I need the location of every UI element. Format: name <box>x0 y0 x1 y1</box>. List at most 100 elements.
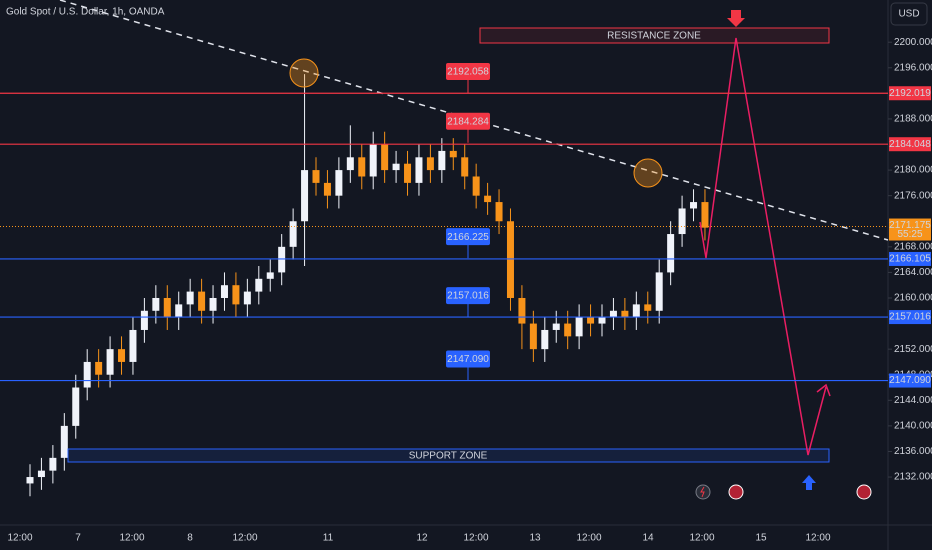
candle-body <box>289 221 297 247</box>
price-label: 2192.019 <box>889 88 931 99</box>
candle-body <box>301 170 309 222</box>
candle-body <box>49 457 57 471</box>
candle-body <box>243 291 251 305</box>
x-tick-label: 8 <box>187 533 193 544</box>
candle-body <box>381 144 389 171</box>
currency-button[interactable] <box>890 2 928 26</box>
candle-body <box>690 202 698 209</box>
price-label: 2184.048 <box>889 139 931 150</box>
candle-body <box>83 361 91 388</box>
candle-body <box>587 317 595 324</box>
support-zone <box>67 448 830 463</box>
marker-label: 2147.090 <box>447 354 489 365</box>
x-tick-label: 14 <box>642 533 654 544</box>
candle-body <box>60 425 68 458</box>
candle-body <box>564 323 572 337</box>
candle-body <box>701 202 709 228</box>
marker-label: 2184.284 <box>447 116 489 127</box>
candle-body <box>426 157 434 171</box>
y-tick-label: 2136.000 <box>894 446 932 457</box>
price-label-box <box>889 310 931 325</box>
candle-body <box>518 297 526 324</box>
candle-body <box>552 323 560 330</box>
x-tick-label: 13 <box>529 533 541 544</box>
x-tick-label: 12:00 <box>463 533 488 544</box>
candle-body <box>392 163 400 171</box>
candle-body <box>255 278 263 292</box>
candle-body <box>667 234 675 273</box>
y-tick-label: 2176.000 <box>894 190 932 201</box>
candle-body <box>472 176 480 196</box>
projection-path <box>699 37 827 456</box>
candle-body <box>575 317 583 337</box>
candle-body <box>312 170 320 183</box>
candle-body <box>129 329 137 362</box>
flag-icon[interactable] <box>856 484 872 500</box>
y-tick-label: 2160.000 <box>894 293 932 304</box>
y-tick-label: 2196.000 <box>894 62 932 73</box>
price-label-box <box>889 373 931 388</box>
candle-body <box>678 208 686 235</box>
x-tick-label: 12:00 <box>805 533 830 544</box>
y-tick-label: 2164.000 <box>894 267 932 278</box>
candle-body <box>541 329 549 350</box>
candle-body <box>369 144 377 177</box>
plot-area <box>26 74 709 497</box>
x-tick-label: 7 <box>75 533 81 544</box>
down-arrow-icon <box>727 10 745 27</box>
x-tick-label: 12:00 <box>576 533 601 544</box>
y-tick-label: 2132.000 <box>894 472 932 483</box>
candle-body <box>37 470 45 478</box>
marker-box <box>446 350 490 368</box>
y-tick-label: 2188.000 <box>894 114 932 125</box>
candle-body <box>449 150 457 158</box>
price-label-box <box>889 251 931 266</box>
price-label: 2157.016 <box>889 312 931 323</box>
marker-box <box>446 112 490 130</box>
marker-label: 2166.225 <box>447 232 489 243</box>
highlight-circle <box>289 58 319 88</box>
flag-icon[interactable] <box>728 484 744 500</box>
marker-box <box>446 62 490 80</box>
y-tick-label: 2144.000 <box>894 395 932 406</box>
candle-body <box>175 304 183 318</box>
price-label-box <box>889 86 931 101</box>
candle-body <box>186 291 194 305</box>
marker-label: 2157.016 <box>447 291 489 302</box>
highlight-circle <box>633 158 663 188</box>
x-tick-label: 12:00 <box>689 533 714 544</box>
y-tick-label: 2168.000 <box>894 241 932 252</box>
candle-body <box>644 304 652 311</box>
currency-label: USD <box>898 9 919 20</box>
x-tick-label: 11 <box>323 533 334 544</box>
x-tick-label: 12 <box>416 533 428 544</box>
candle-body <box>278 246 286 273</box>
candle-body <box>609 310 617 318</box>
y-tick-label: 2200.000 <box>894 37 932 48</box>
x-tick-label: 12:00 <box>7 533 32 544</box>
candle-body <box>95 361 103 375</box>
up-arrow-icon <box>802 475 816 490</box>
last-price-label: 2171.175 <box>889 220 931 231</box>
candle-body <box>495 202 503 222</box>
candle-body <box>404 163 412 183</box>
event-icon-bolt <box>700 486 705 498</box>
candle-body <box>484 195 492 203</box>
candle-body <box>529 323 537 350</box>
candle-body <box>220 285 228 298</box>
candle-body <box>140 310 148 330</box>
candle-body <box>152 297 160 311</box>
zone-label: RESISTANCE ZONE <box>607 31 701 42</box>
x-tick-label: 12:00 <box>119 533 144 544</box>
zone-label: SUPPORT ZONE <box>409 451 488 462</box>
x-tick-label: 15 <box>755 533 767 544</box>
resistance-zone <box>479 27 830 44</box>
marker-label: 2192.058 <box>447 67 489 78</box>
candle-body <box>632 304 640 318</box>
candle-body <box>72 387 80 426</box>
candle-body <box>335 170 343 196</box>
candle-body <box>232 285 240 305</box>
candle-body <box>198 291 206 311</box>
price-label: 2166.105 <box>889 254 931 265</box>
